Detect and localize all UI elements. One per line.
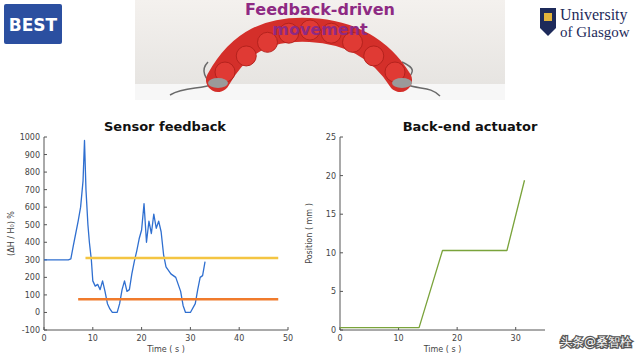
x-tick-label: 40 (234, 334, 244, 343)
y-tick-label: 15 (326, 210, 336, 219)
y-tick (44, 294, 47, 295)
y-tick-label: 400 (25, 238, 40, 247)
y-tick-label: 10 (326, 249, 336, 258)
y-tick-label: 5 (331, 287, 336, 296)
plot-area (44, 141, 278, 313)
plot-area (340, 180, 525, 327)
y-tick (44, 172, 47, 173)
y-tick-label: -100 (22, 326, 40, 335)
logo-text: BEST (9, 15, 58, 35)
data-line (340, 180, 525, 327)
y-tick-label: 500 (25, 221, 40, 230)
x-tick (92, 327, 93, 330)
data-line (85, 257, 278, 260)
y-tick-label: 200 (25, 273, 40, 282)
x-tick (141, 327, 142, 330)
logo-right: Universityof Glasgow (540, 6, 630, 40)
y-tick (340, 252, 343, 253)
watermark: 头条@桑智栓 (560, 335, 632, 349)
y-tick-label: 1000 (20, 133, 40, 142)
y-tick (44, 277, 47, 278)
logo-left: BEST (4, 4, 62, 44)
y-tick-label: 900 (25, 151, 40, 160)
x-tick-label: 0 (41, 334, 46, 343)
y-tick-label: 700 (25, 186, 40, 195)
y-tick (340, 137, 343, 138)
banner-title: movement (272, 20, 368, 39)
x-tick-label: 10 (393, 334, 403, 343)
page: Feedback-drivenmovement BEST Universityof … (0, 0, 640, 354)
background (0, 0, 640, 354)
y-tick (44, 242, 47, 243)
y-axis (44, 137, 45, 330)
y-tick (44, 154, 47, 155)
y-tick-label: 25 (326, 133, 336, 142)
data-line (44, 141, 205, 313)
y-tick-label: 0 (331, 326, 336, 335)
robot-foot (208, 78, 228, 88)
x-tick-label: 0 (337, 334, 342, 343)
x-tick (515, 327, 516, 330)
chart: Sensor feedback01020304050-1000100200300… (7, 119, 293, 354)
x-tick (457, 327, 458, 330)
y-tick (44, 137, 47, 138)
x-tick-label: 50 (283, 334, 293, 343)
y-tick-label: 300 (25, 256, 40, 265)
chart-title: Sensor feedback (104, 119, 226, 134)
x-axis-label: Time ( s ) (423, 345, 462, 354)
robot-segment (236, 46, 256, 66)
y-axis (340, 137, 341, 330)
banner-title: Feedback-driven (245, 0, 395, 19)
y-tick (44, 189, 47, 190)
x-axis (44, 330, 288, 331)
x-tick-label: 20 (137, 334, 147, 343)
banner: Feedback-drivenmovement (135, 0, 505, 100)
chart: Back-end actuator 0 10 20 30 0 5 10 15 20 25 Time (… (305, 119, 545, 354)
logo-text: of Glasgow (560, 24, 630, 40)
y-tick (44, 312, 47, 313)
y-tick-label: 800 (25, 168, 40, 177)
logo-crest-detail (544, 13, 552, 21)
x-tick (239, 327, 240, 330)
logo-box (4, 4, 62, 44)
x-tick-label: 30 (511, 334, 521, 343)
robot-foot (392, 78, 412, 88)
x-tick-label: 30 (185, 334, 195, 343)
logo-text: University (560, 6, 628, 24)
y-tick-label: 20 (326, 172, 336, 181)
y-tick (44, 330, 47, 331)
y-tick (44, 224, 47, 225)
data-line (78, 298, 278, 301)
y-tick-label: 600 (25, 203, 40, 212)
x-tick (288, 327, 289, 330)
y-tick-label: 0 (35, 308, 40, 317)
x-tick-label: 20 (452, 334, 462, 343)
y-tick (340, 330, 343, 331)
y-tick-label: 100 (25, 291, 40, 300)
y-tick (340, 175, 343, 176)
x-axis (340, 330, 545, 331)
logo-crest (540, 8, 556, 36)
robot-segment (364, 46, 384, 66)
y-tick (340, 214, 343, 215)
y-tick (340, 291, 343, 292)
chart-title: Back-end actuator (403, 119, 538, 134)
photo-table (135, 84, 505, 100)
x-axis-label: Time ( s ) (146, 345, 185, 354)
y-axis-label: Position ( mm ) (305, 203, 314, 264)
y-tick (44, 207, 47, 208)
photo-background (135, 0, 505, 100)
x-tick (190, 327, 191, 330)
x-tick-label: 10 (88, 334, 98, 343)
y-axis-label: (ΔH / H₀) % (7, 211, 16, 256)
